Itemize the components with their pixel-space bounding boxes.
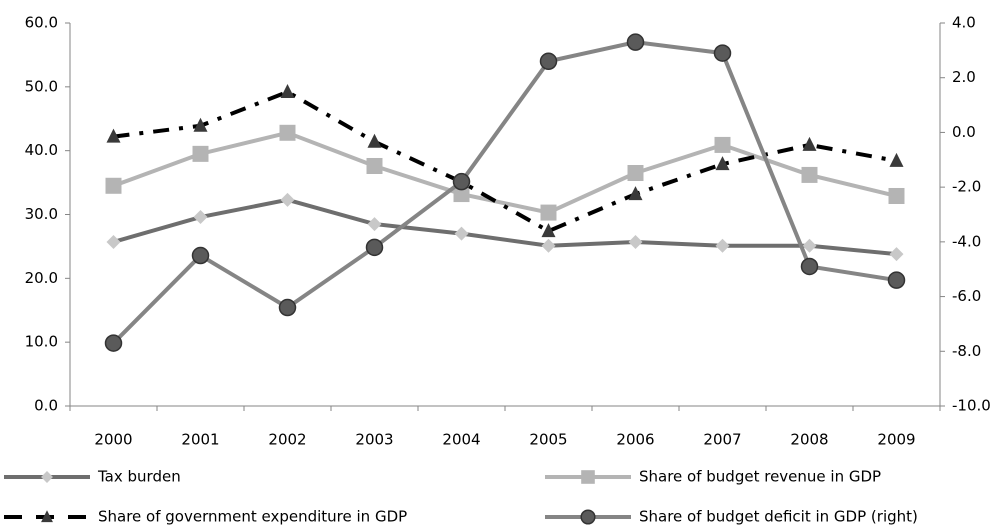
marker: [539, 52, 558, 71]
marker: [627, 165, 644, 182]
marker: [106, 234, 121, 249]
marker: [193, 210, 208, 225]
legend-label: Share of budget revenue in GDP: [639, 468, 881, 486]
marker: [365, 238, 384, 257]
x-tick-label: 2005: [529, 431, 567, 449]
marker: [715, 156, 730, 171]
y2-tick-label: 4.0: [952, 14, 976, 32]
marker: [626, 33, 645, 51]
y-tick-label: 20.0: [25, 269, 58, 287]
y2-tick-label: -10.0: [952, 397, 991, 415]
marker: [541, 238, 556, 253]
marker: [105, 177, 122, 194]
marker: [280, 192, 295, 207]
marker: [106, 128, 121, 143]
marker: [887, 271, 906, 289]
marker: [104, 334, 123, 352]
marker: [367, 217, 382, 232]
x-tick-label: 2001: [181, 431, 219, 449]
y-tick-label: 60.0: [25, 14, 58, 32]
y-tick-label: 40.0: [25, 141, 58, 159]
legend-label: Tax burden: [97, 468, 181, 486]
legend-marker: [41, 471, 53, 483]
marker: [628, 186, 643, 201]
marker: [453, 186, 470, 203]
y2-tick-label: -6.0: [952, 287, 981, 305]
y-tick-label: 30.0: [25, 205, 58, 223]
y2-tick-label: 0.0: [952, 123, 976, 141]
marker: [540, 204, 557, 221]
marker: [714, 136, 731, 153]
series-line: [112, 130, 897, 215]
series-line: [112, 40, 897, 345]
legend-marker: [581, 470, 595, 484]
legend-marker: [580, 509, 596, 525]
marker: [802, 136, 817, 151]
legend-label: Share of budget deficit in GDP (right): [639, 508, 918, 526]
marker: [280, 83, 295, 98]
legend-marker: [41, 510, 53, 523]
y2-tick-label: 2.0: [952, 68, 976, 86]
marker: [191, 246, 210, 265]
marker: [452, 172, 471, 191]
marker: [278, 298, 297, 317]
x-tick-label: 2004: [442, 431, 480, 449]
marker: [713, 44, 732, 62]
y2-tick-label: -4.0: [952, 232, 981, 250]
x-tick-label: 2009: [877, 431, 915, 449]
marker: [193, 117, 208, 132]
x-tick-label: 2006: [616, 431, 654, 449]
legend-label: Share of government expenditure in GDP: [98, 508, 407, 526]
marker: [367, 133, 382, 148]
x-tick-label: 2002: [268, 431, 306, 449]
marker: [800, 257, 819, 276]
x-tick-label: 2003: [355, 431, 393, 449]
x-tick-label: 2008: [790, 431, 828, 449]
y-tick-label: 0.0: [34, 397, 58, 415]
x-tick-label: 2007: [703, 431, 741, 449]
marker: [628, 234, 643, 249]
marker: [889, 152, 904, 167]
y2-tick-label: -8.0: [952, 342, 981, 360]
marker: [366, 157, 383, 174]
marker: [802, 238, 817, 253]
series-line: [112, 197, 897, 257]
y2-tick-label: -2.0: [952, 178, 981, 196]
marker: [715, 238, 730, 253]
x-tick-label: 2000: [94, 431, 132, 449]
marker: [279, 124, 296, 141]
y-tick-label: 10.0: [25, 333, 58, 351]
marker: [801, 166, 818, 183]
marker: [888, 187, 905, 204]
marker: [454, 226, 469, 241]
marker: [889, 247, 904, 262]
marker: [541, 223, 556, 238]
y-tick-label: 50.0: [25, 77, 58, 95]
marker: [192, 145, 209, 162]
